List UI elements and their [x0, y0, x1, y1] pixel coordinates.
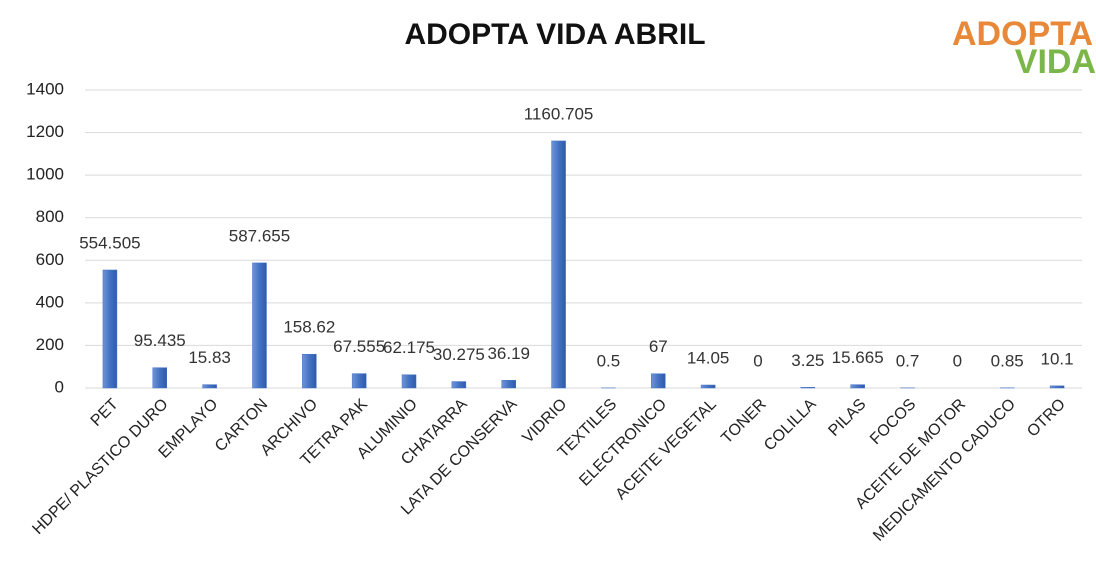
y-tick-label: 200 [36, 335, 64, 354]
y-tick-label: 1400 [26, 79, 64, 98]
logo-line2: VIDA [1015, 43, 1096, 81]
value-label: 3.25 [791, 351, 824, 370]
bar [651, 373, 666, 389]
bar [202, 384, 217, 389]
value-label: 67 [649, 337, 668, 356]
x-tick-label: VIDRIO [519, 396, 570, 447]
y-tick-label: 1200 [26, 122, 64, 141]
x-tick-label: COLILLA [761, 396, 820, 455]
value-label: 0 [953, 351, 962, 370]
bar [451, 381, 467, 389]
value-label: 0.7 [896, 351, 920, 370]
value-label: 158.62 [283, 318, 335, 337]
bar [551, 140, 566, 389]
value-label: 554.505 [79, 233, 140, 252]
bar [700, 384, 716, 389]
bar [1049, 385, 1065, 389]
y-tick-label: 400 [36, 292, 64, 311]
bar [501, 380, 516, 389]
value-label: 0.5 [597, 351, 621, 370]
value-label: 10.1 [1041, 349, 1074, 368]
bar [850, 384, 865, 389]
chart-title: ADOPTA VIDA ABRIL [404, 18, 705, 51]
value-label: 0.85 [991, 351, 1024, 370]
bar [401, 374, 417, 389]
logo: ADOPTA VIDA [952, 15, 1096, 81]
value-label: 30.275 [433, 345, 485, 364]
value-label: 95.435 [134, 331, 186, 350]
logo-line1: ADOPTA [952, 15, 1093, 53]
value-label: 1160.705 [524, 104, 594, 123]
bar [800, 387, 816, 389]
value-label: 0 [753, 351, 762, 370]
x-tick-label: ELECTRONICO [576, 396, 670, 490]
value-label: 15.83 [188, 348, 231, 367]
value-label: 15.665 [832, 348, 884, 367]
bar [152, 367, 168, 389]
x-tick-label: OTRO [1024, 396, 1069, 441]
bar [252, 262, 267, 389]
x-tick-label: PILAS [825, 396, 869, 440]
x-tick-label: PET [88, 396, 122, 430]
y-tick-label: 600 [36, 250, 64, 269]
y-tick-label: 0 [55, 377, 64, 396]
x-tick-label: ACEITE VEGETAL [613, 396, 720, 503]
bar [302, 353, 317, 389]
value-label: 36.19 [487, 344, 530, 363]
value-label: 587.655 [229, 226, 290, 245]
bar [102, 269, 118, 389]
value-label: 62.175 [383, 338, 435, 357]
value-label: 67.555 [333, 337, 385, 356]
y-tick-label: 1000 [26, 165, 64, 184]
y-tick-label: 800 [36, 207, 64, 226]
x-tick-label: TONER [718, 396, 769, 447]
bar [351, 373, 367, 389]
value-label: 14.05 [687, 348, 730, 367]
